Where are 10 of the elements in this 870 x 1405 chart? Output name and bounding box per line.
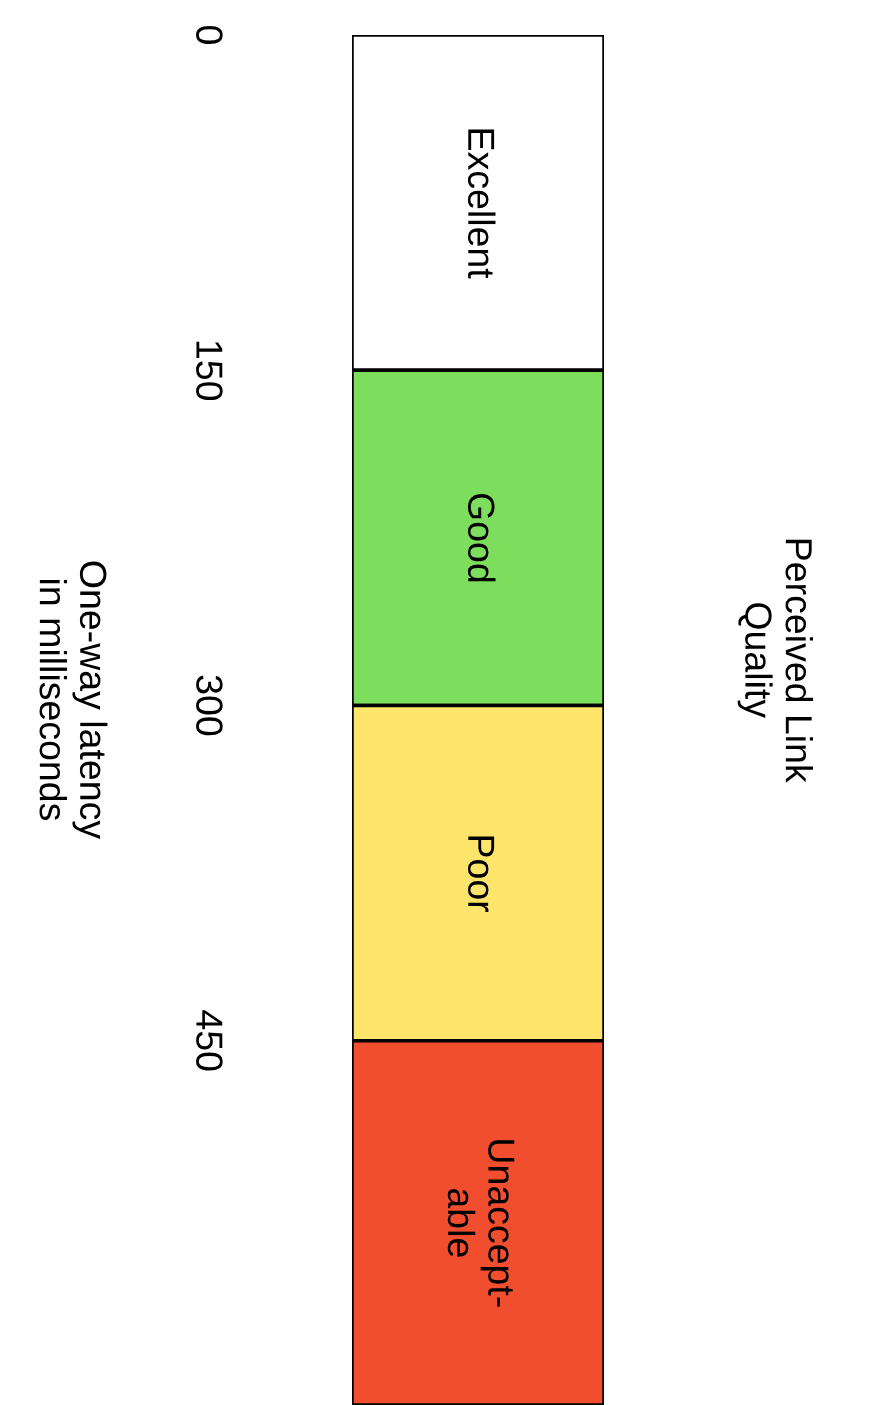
y-tick-label: 450 xyxy=(196,1010,223,1071)
y-tick-label: 0 xyxy=(196,26,223,44)
text: Perceived Link Quality xyxy=(737,539,814,783)
y-tick-label: 300 xyxy=(196,675,223,736)
series-label: Good xyxy=(467,493,496,582)
series-label: Poor xyxy=(467,836,495,913)
y-axis-title: One-way latency in milliseconds xyxy=(39,561,108,840)
y-tick-label: 150 xyxy=(196,341,223,401)
series-label: Excellent xyxy=(467,129,496,279)
series-label: Unaccept- able xyxy=(447,1140,515,1307)
